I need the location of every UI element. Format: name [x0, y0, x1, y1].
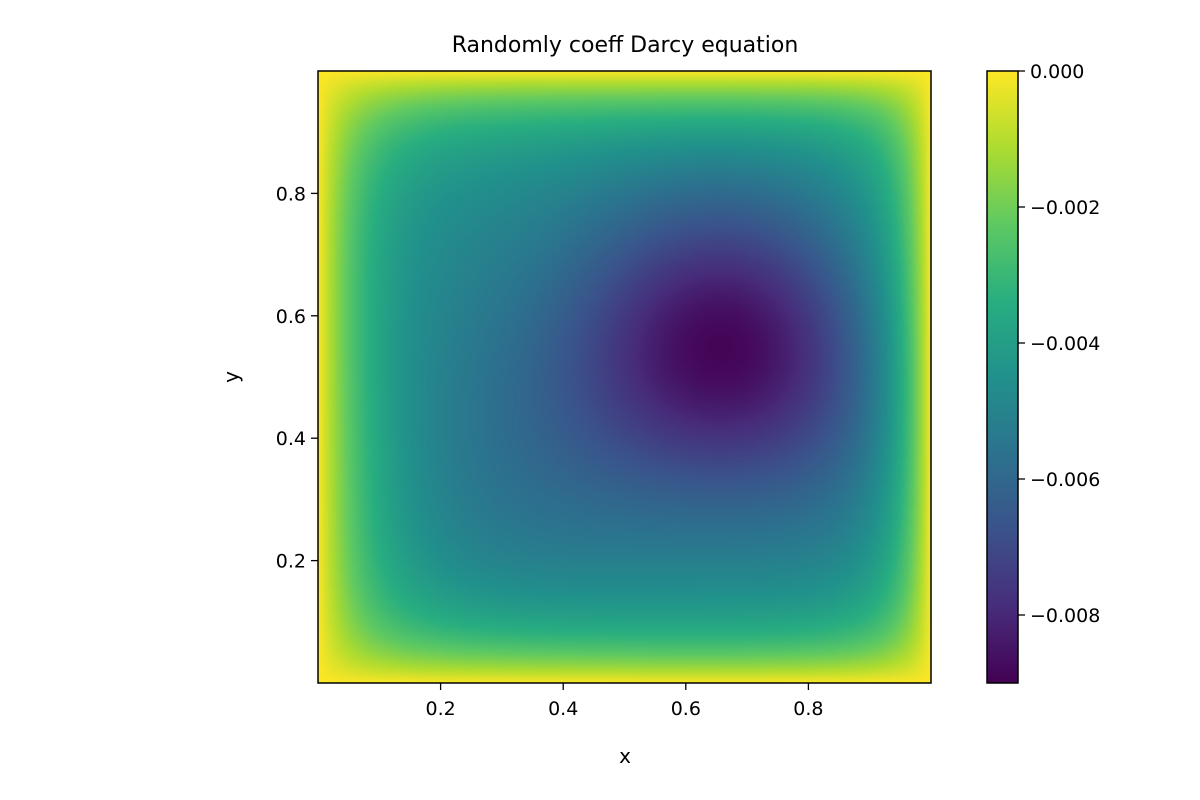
- heatmap-plot-area: [318, 71, 931, 683]
- y-tick-label: 0.4: [276, 428, 306, 450]
- x-axis-label: x: [619, 744, 631, 768]
- colorbar: 0.000 −0.002 −0.004 −0.006 −0.008: [986, 61, 1100, 684]
- x-tick-label: 0.4: [548, 698, 578, 720]
- y-axis: 0.2 0.4 0.6 0.8: [276, 183, 318, 573]
- x-tick-label: 0.8: [793, 698, 823, 720]
- y-tick-label: 0.6: [276, 306, 306, 328]
- x-axis: 0.2 0.4 0.6 0.8: [425, 683, 824, 720]
- colorbar-tick-label: −0.008: [1030, 605, 1100, 627]
- colorbar-tick-label: 0.000: [1030, 61, 1084, 83]
- y-tick-label: 0.8: [276, 183, 306, 205]
- colorbar-tick-label: −0.004: [1030, 333, 1100, 355]
- colorbar-tick-label: −0.006: [1030, 469, 1100, 491]
- y-axis-label: y: [219, 371, 243, 383]
- x-tick-label: 0.6: [671, 698, 701, 720]
- heatmap-image: [318, 71, 931, 683]
- colorbar-tick-label: −0.002: [1030, 197, 1100, 219]
- y-tick-label: 0.2: [276, 551, 306, 573]
- x-tick-label: 0.2: [425, 698, 455, 720]
- colorbar-ticks: 0.000 −0.002 −0.004 −0.006 −0.008: [1018, 61, 1100, 627]
- chart-title: Randomly coeff Darcy equation: [452, 33, 799, 58]
- colorbar-gradient: [986, 70, 1019, 684]
- plot-frame: [317, 70, 932, 684]
